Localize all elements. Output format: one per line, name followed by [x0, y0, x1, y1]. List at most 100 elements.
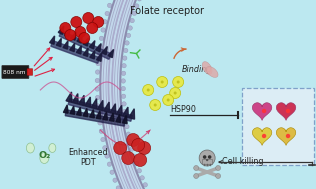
Polygon shape [64, 105, 68, 113]
Circle shape [123, 109, 127, 114]
Circle shape [132, 139, 145, 152]
FancyBboxPatch shape [2, 66, 29, 78]
Polygon shape [122, 115, 127, 124]
Polygon shape [116, 114, 121, 122]
Circle shape [97, 112, 101, 117]
Circle shape [130, 18, 134, 23]
Polygon shape [59, 31, 112, 59]
Polygon shape [256, 109, 268, 116]
Bar [242, 88, 314, 165]
Text: HSP90: HSP90 [170, 105, 196, 115]
Circle shape [122, 102, 126, 106]
Polygon shape [276, 103, 296, 120]
Polygon shape [91, 99, 97, 109]
Polygon shape [123, 107, 128, 118]
Polygon shape [280, 134, 292, 141]
Circle shape [122, 64, 126, 68]
Polygon shape [256, 134, 268, 141]
Polygon shape [280, 109, 292, 116]
Text: Binding: Binding [182, 66, 213, 74]
Circle shape [161, 81, 164, 84]
Polygon shape [104, 102, 109, 112]
Circle shape [163, 94, 174, 105]
Text: Folate receptor: Folate receptor [130, 6, 204, 16]
Circle shape [143, 183, 148, 187]
Polygon shape [102, 46, 107, 55]
Circle shape [97, 53, 101, 57]
Circle shape [194, 174, 199, 178]
Circle shape [124, 48, 128, 53]
Circle shape [286, 104, 293, 111]
Circle shape [103, 19, 107, 24]
Text: Enhanced
PDT: Enhanced PDT [69, 148, 108, 167]
Text: Cell killing: Cell killing [222, 157, 264, 167]
Circle shape [132, 11, 137, 15]
Circle shape [71, 16, 82, 28]
Polygon shape [77, 35, 82, 43]
Polygon shape [71, 32, 76, 40]
Circle shape [128, 26, 132, 30]
Circle shape [199, 150, 215, 166]
Polygon shape [66, 92, 72, 102]
Polygon shape [89, 41, 95, 49]
Ellipse shape [49, 143, 56, 153]
Circle shape [194, 166, 199, 170]
Polygon shape [83, 108, 88, 117]
Circle shape [126, 33, 131, 38]
Circle shape [95, 87, 100, 91]
Circle shape [130, 147, 134, 151]
Circle shape [128, 139, 132, 144]
Circle shape [123, 56, 127, 60]
Circle shape [286, 129, 293, 136]
Circle shape [135, 4, 139, 8]
Polygon shape [100, 0, 247, 189]
Circle shape [147, 88, 150, 91]
Circle shape [96, 104, 100, 108]
Polygon shape [90, 110, 94, 118]
Circle shape [262, 134, 266, 138]
Circle shape [65, 29, 76, 40]
Polygon shape [252, 103, 272, 120]
Circle shape [124, 117, 128, 121]
Polygon shape [103, 112, 107, 120]
Circle shape [96, 61, 100, 66]
Polygon shape [110, 104, 116, 114]
Circle shape [79, 33, 90, 43]
Polygon shape [70, 43, 75, 52]
Circle shape [87, 22, 98, 33]
Circle shape [170, 88, 181, 98]
Polygon shape [65, 110, 125, 126]
Circle shape [95, 95, 100, 100]
Circle shape [143, 84, 154, 95]
Circle shape [173, 77, 184, 88]
Polygon shape [70, 106, 75, 114]
Polygon shape [58, 26, 64, 34]
Circle shape [262, 109, 266, 113]
Circle shape [60, 22, 71, 33]
Polygon shape [72, 94, 78, 104]
Circle shape [154, 104, 157, 106]
Polygon shape [116, 105, 122, 116]
Circle shape [98, 121, 102, 125]
Polygon shape [68, 99, 132, 121]
Circle shape [150, 99, 161, 111]
Ellipse shape [40, 153, 49, 163]
Circle shape [121, 94, 126, 98]
Polygon shape [109, 113, 114, 121]
Circle shape [126, 132, 131, 136]
Polygon shape [96, 53, 101, 61]
Circle shape [122, 152, 135, 164]
Circle shape [105, 11, 109, 16]
Text: O₂: O₂ [38, 150, 51, 160]
Circle shape [138, 142, 151, 154]
Polygon shape [64, 29, 70, 37]
Polygon shape [129, 109, 135, 119]
Circle shape [101, 137, 105, 142]
Circle shape [137, 0, 142, 1]
Polygon shape [56, 38, 61, 47]
Polygon shape [108, 49, 113, 58]
Circle shape [95, 78, 100, 83]
Circle shape [137, 169, 142, 173]
Circle shape [216, 174, 221, 178]
Circle shape [99, 36, 104, 40]
